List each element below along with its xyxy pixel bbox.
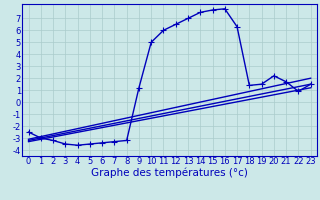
- X-axis label: Graphe des températures (°c): Graphe des températures (°c): [91, 168, 248, 178]
